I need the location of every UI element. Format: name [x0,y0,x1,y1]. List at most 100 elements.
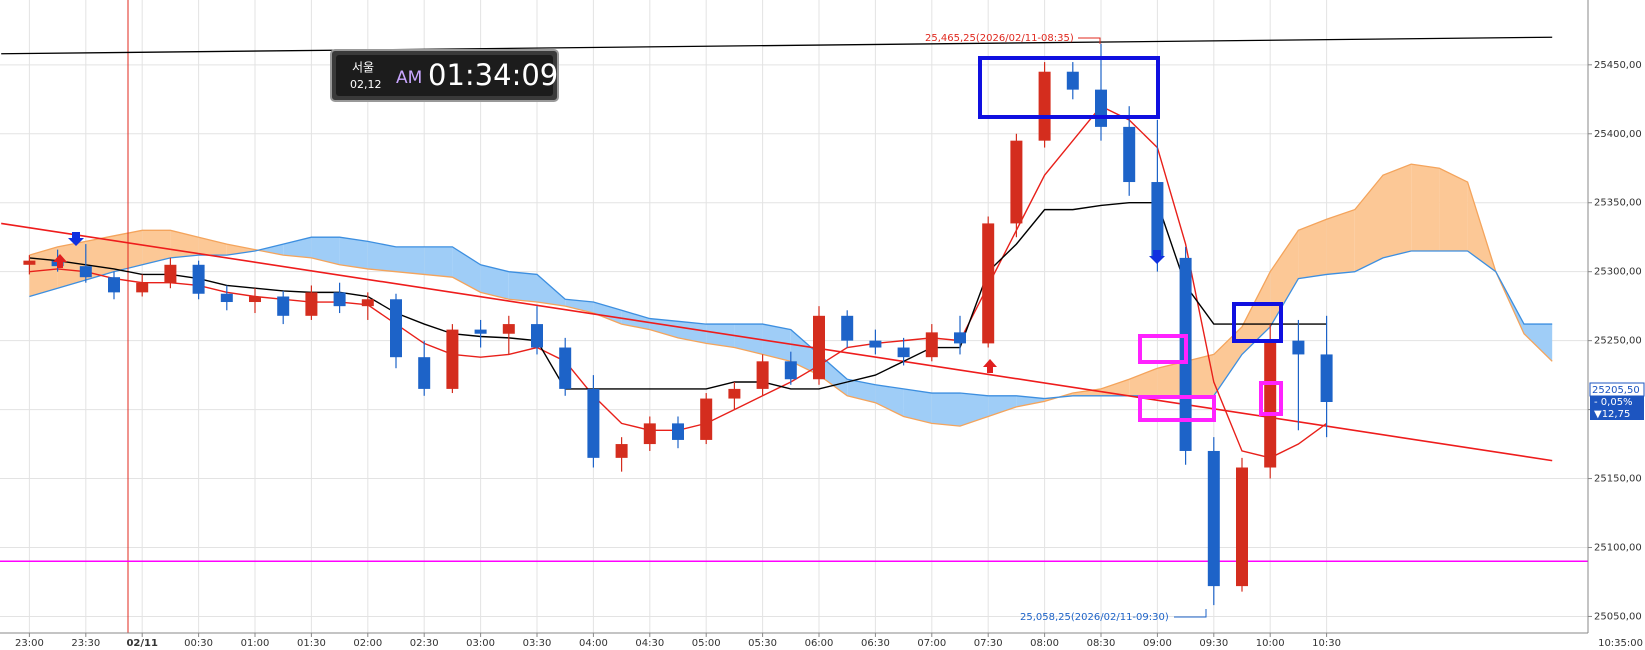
y-tick-label: 25350,00 [1594,198,1642,209]
cloud-segment [424,246,453,278]
highlight-box [1232,302,1283,343]
cloud-segment [903,388,932,424]
candle-body [23,260,36,265]
clock-time: 01:34:09 [428,58,558,92]
cloud-segment [1157,361,1186,396]
annotation-leader [1078,37,1101,44]
cloud-segment [1383,164,1412,258]
low-annotation: 25,058,25(2026/02/11-09:30) [1020,612,1169,623]
cloud-segment [1524,324,1553,362]
candle-body [1151,182,1164,258]
y-tick-label: 25050,00 [1594,611,1642,622]
clock-face [336,55,553,96]
candle-body [474,329,487,334]
candle-body [277,296,290,316]
high-annotation: 25,465,25(2026/02/11-08:35) [925,33,1074,44]
candle-body [559,347,572,389]
candle-body [643,423,656,445]
cloud-segment [198,237,227,256]
price-tag-top [1589,382,1645,397]
candle-body [672,423,684,440]
price-tag-price: 25205,50 [1592,385,1640,396]
price-tag-change: ▼12,75 [1594,409,1630,420]
x-tick-label: 06:00 [805,638,834,649]
candle-body [1320,354,1333,403]
x-tick-label: 04:00 [579,638,608,649]
cloud-segment [480,264,509,300]
cloud-segment [847,379,876,403]
cloud-segment [819,354,848,396]
cloud-segment [1411,164,1440,251]
candle-body [333,292,346,307]
buy-arrow [983,359,997,373]
cloud-segment [1213,326,1242,396]
trend-line [1,222,1553,462]
cloud-segment [508,271,537,303]
indicator-line [29,202,1327,390]
x-tick-label: 07:00 [917,638,946,649]
top-line [1,36,1553,55]
cloud-segment [396,246,425,275]
y-tick-label: 25100,00 [1594,542,1642,553]
candle-body [954,332,966,344]
candle-body [1010,140,1023,224]
cloud-segment [678,321,707,344]
x-tick-label: 10:00 [1256,638,1285,649]
candle-body [1123,126,1136,183]
candle-body [531,324,543,348]
candle-body [869,340,882,348]
candle-body [1207,450,1220,587]
x-tick-label: 01:30 [297,638,326,649]
candle-body [700,398,713,440]
cloud-segment [1354,175,1383,272]
candle-body [305,292,318,316]
x-tick-label: 08:00 [1030,638,1059,649]
candle-body [1292,340,1305,355]
cloud-segment [1326,209,1355,275]
candle-body [587,388,600,458]
y-tick-label: 25450,00 [1594,60,1642,71]
clock-ampm: AM [396,68,422,88]
x-tick-label: 23:00 [15,638,44,649]
highlight-box [1259,381,1283,416]
candle-body [615,444,628,458]
x-tick-label: 04:30 [635,638,664,649]
cloud-segment [1185,354,1214,396]
cloud-segment [57,241,86,289]
candle-body [1095,89,1107,127]
clock-date: 02,12 [350,78,382,91]
sell-arrow [1149,250,1165,264]
candle-body [136,282,149,293]
y-tick-label: 25150,00 [1594,474,1642,485]
x-tick-label: 02/11 [126,638,158,649]
x-tick-label: 05:30 [748,638,777,649]
highlight-box [1138,395,1216,422]
candle-body [79,266,92,278]
candle-body [728,388,741,399]
x-end-label: 10:35:00 [1598,638,1643,649]
cloud-segment [537,274,566,307]
cloud-segment [339,237,368,269]
candle-body [220,293,233,303]
candle-body [897,347,910,358]
y-tick-label: 25250,00 [1594,336,1642,347]
candle-body [192,264,205,294]
x-tick-label: 07:30 [974,638,1003,649]
cloud-segment [367,241,396,272]
cloud-segment [734,324,763,355]
sell-arrow [68,232,84,246]
cloud-segment [988,395,1017,417]
x-tick-label: 01:00 [241,638,270,649]
candle-body [502,324,515,334]
candle-body [841,315,854,341]
x-tick-label: 02:30 [410,638,439,649]
candle-body [164,264,177,283]
candle-body [108,277,120,293]
cloud-segment [931,393,960,427]
cloud-segment [790,329,819,376]
candle-body [813,315,825,380]
candle-body [1264,340,1277,468]
candle-body [756,361,769,389]
cloud-segment [706,324,735,348]
